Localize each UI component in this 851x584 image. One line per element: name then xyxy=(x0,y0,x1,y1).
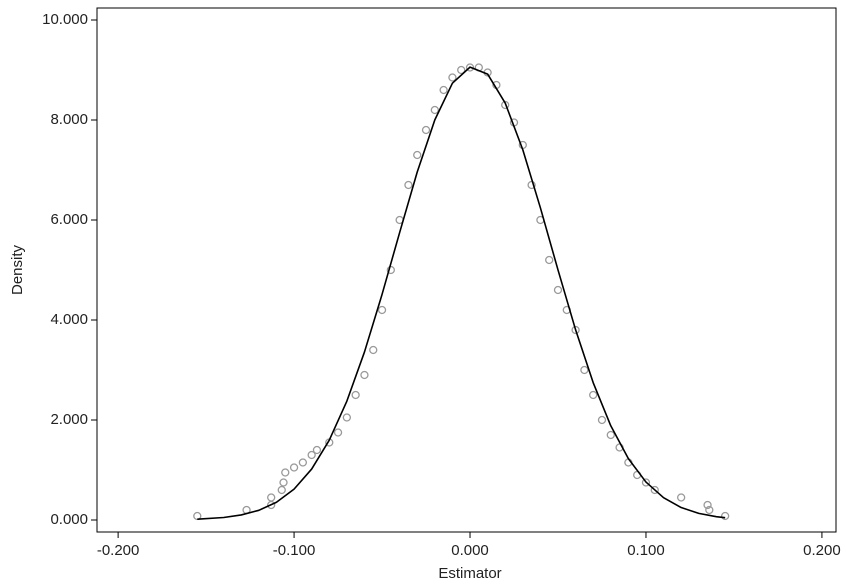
data-point xyxy=(312,445,322,455)
y-tick-label: 8.000 xyxy=(50,111,88,128)
data-point xyxy=(289,463,299,472)
x-tick-label: 0.200 xyxy=(803,542,841,559)
data-point xyxy=(677,493,686,502)
data-point xyxy=(597,415,607,425)
y-axis-label: Density xyxy=(9,244,26,295)
x-tick-label: -0.100 xyxy=(273,542,316,559)
data-point xyxy=(267,493,276,502)
data-point xyxy=(413,150,422,160)
data-point xyxy=(281,468,290,477)
data-point xyxy=(721,511,730,521)
data-point xyxy=(404,180,413,190)
data-point xyxy=(386,265,395,275)
y-tick-label: 4.000 xyxy=(50,311,88,328)
data-point xyxy=(545,255,554,265)
y-tick-label: 2.000 xyxy=(50,411,88,428)
data-point xyxy=(430,105,439,115)
density-line xyxy=(197,66,726,520)
data-point xyxy=(360,370,369,380)
y-tick-label: 10.000 xyxy=(42,11,88,28)
data-point xyxy=(277,485,286,495)
data-point xyxy=(421,125,431,135)
y-tick-label: 6.000 xyxy=(50,211,88,228)
data-point xyxy=(448,73,457,82)
data-point xyxy=(342,413,352,422)
data-point xyxy=(705,505,714,515)
data-point xyxy=(650,485,659,495)
data-point xyxy=(606,430,615,440)
x-tick-label: -0.200 xyxy=(97,542,140,559)
data-point xyxy=(298,458,308,467)
data-point xyxy=(351,390,360,400)
data-point xyxy=(279,478,288,487)
data-point xyxy=(369,345,378,355)
data-point xyxy=(501,100,510,110)
data-point xyxy=(589,390,598,400)
data-point xyxy=(333,428,343,437)
plot-frame xyxy=(96,7,837,533)
x-axis-label: Estimator xyxy=(438,565,501,582)
data-point xyxy=(439,85,448,95)
data-point xyxy=(307,450,316,460)
x-tick-label: 0.000 xyxy=(451,542,489,559)
data-point xyxy=(580,365,589,375)
x-tick-label: 0.100 xyxy=(627,542,665,559)
data-point xyxy=(457,65,466,75)
data-point xyxy=(571,325,580,335)
data-point xyxy=(641,478,651,487)
data-point xyxy=(703,500,712,510)
data-point xyxy=(553,285,563,295)
data-point xyxy=(465,63,475,72)
data-point xyxy=(377,305,387,315)
data-point xyxy=(193,511,202,521)
y-tick-label: 0.000 xyxy=(50,511,88,528)
